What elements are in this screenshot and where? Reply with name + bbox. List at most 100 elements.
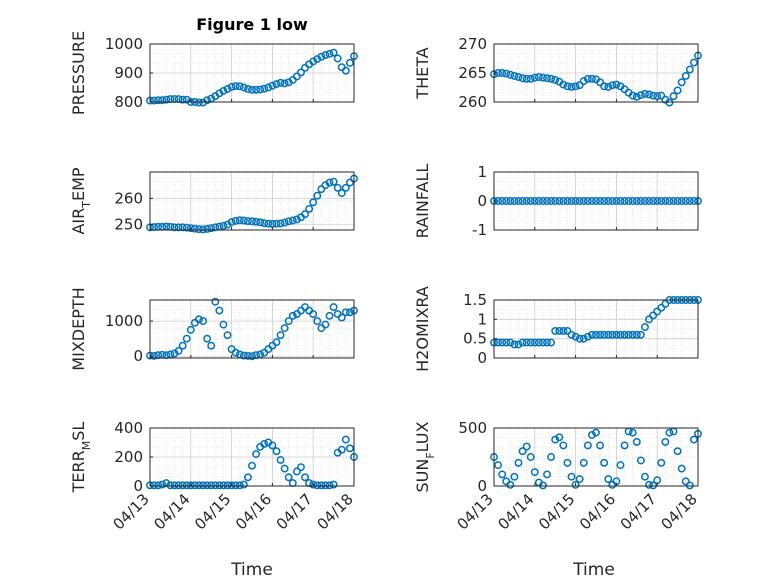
data-point — [547, 74, 556, 83]
data-point — [673, 86, 682, 95]
data-point — [207, 224, 216, 233]
data-point — [345, 178, 354, 187]
data-point — [534, 197, 543, 205]
data-point — [195, 315, 203, 324]
data-point — [333, 183, 342, 192]
data-point — [248, 352, 256, 361]
data-point — [211, 481, 220, 490]
y-axis-label: TERRMSL — [69, 422, 93, 494]
y-tick-label: 1 — [477, 310, 487, 328]
data-point — [178, 223, 187, 232]
data-point — [243, 85, 252, 93]
x-tick-label: 04/15 — [191, 490, 234, 533]
data-point — [231, 348, 240, 357]
data-point — [186, 325, 195, 334]
data-point — [677, 78, 686, 87]
data-point — [608, 197, 617, 205]
data-point — [559, 80, 568, 89]
x-tick-label: 04/18 — [658, 490, 701, 533]
data-point — [317, 185, 326, 194]
data-point — [600, 197, 609, 205]
subplot-5: 0 1000 MIXDEPTH — [69, 287, 358, 371]
subplot-4: -1 0 1 RAINFALL — [413, 163, 702, 239]
data-point — [612, 197, 621, 205]
y-axis-label: H2OMIXRA — [413, 286, 432, 372]
data-point — [174, 481, 183, 490]
x-tick-label: 04/13 — [110, 490, 153, 533]
data-point — [592, 330, 600, 339]
x-tick-label: 04/17 — [617, 490, 660, 533]
data-point — [571, 480, 580, 489]
y-tick-label: 265 — [458, 64, 487, 82]
data-point — [608, 81, 617, 90]
data-point — [575, 81, 584, 90]
data-point — [280, 79, 289, 88]
data-point — [518, 197, 527, 205]
x-tick-label: 04/14 — [494, 490, 537, 533]
data-point — [632, 330, 641, 339]
data-point — [260, 84, 269, 93]
data-point — [559, 441, 568, 450]
data-point — [616, 197, 625, 205]
figure-title: Figure 1 low — [196, 15, 308, 34]
y-axis-label: AIRTEMP — [69, 167, 93, 234]
data-point — [604, 475, 613, 483]
data-point — [567, 82, 576, 91]
x-tick-label: 04/13 — [454, 490, 497, 533]
data-point — [636, 330, 645, 339]
data-point — [292, 467, 301, 476]
data-point — [600, 82, 609, 91]
data-point — [341, 183, 350, 192]
data-point — [592, 197, 600, 205]
data-point — [256, 218, 265, 227]
data-point — [665, 98, 674, 107]
data-point — [276, 78, 285, 87]
data-point — [309, 57, 318, 66]
data-point — [689, 58, 698, 67]
data-point — [539, 481, 547, 490]
data-point — [264, 83, 273, 92]
subplot-6: 00.5 11.5 H2OMIXRA — [413, 286, 702, 372]
y-tick-label: 400 — [114, 419, 143, 437]
data-point — [333, 54, 342, 63]
x-tick-label: 04/17 — [273, 490, 316, 533]
data-point — [227, 82, 236, 91]
data-point — [219, 320, 228, 329]
data-point — [612, 80, 621, 89]
data-point — [673, 197, 682, 205]
data-point — [575, 475, 584, 483]
data-point — [199, 225, 207, 234]
data-point — [526, 338, 535, 347]
subplot-3: 250 260 AIRTEMP — [69, 167, 358, 235]
data-point — [612, 330, 621, 339]
axes-box — [149, 171, 355, 231]
data-point — [510, 197, 519, 205]
data-point — [514, 73, 523, 82]
data-point — [203, 481, 212, 490]
data-point — [661, 197, 670, 205]
data-point — [620, 330, 629, 339]
data-point — [624, 197, 633, 205]
data-point — [514, 197, 523, 205]
data-point — [154, 481, 163, 490]
data-point — [178, 481, 187, 490]
data-point — [215, 89, 224, 98]
data-point — [641, 197, 649, 205]
data-point — [641, 323, 649, 332]
data-point — [649, 481, 658, 490]
data-point — [506, 70, 515, 79]
data-point — [272, 80, 281, 88]
data-point — [297, 463, 305, 472]
data-point — [317, 52, 326, 61]
data-point — [243, 217, 252, 225]
data-point — [239, 351, 248, 360]
data-point — [571, 332, 580, 341]
data-point — [604, 82, 613, 91]
data-point — [276, 219, 285, 228]
data-point — [636, 197, 645, 205]
data-point — [681, 477, 690, 486]
data-point — [506, 480, 515, 489]
data-point — [661, 437, 670, 446]
y-tick-label: 1.5 — [463, 291, 487, 309]
